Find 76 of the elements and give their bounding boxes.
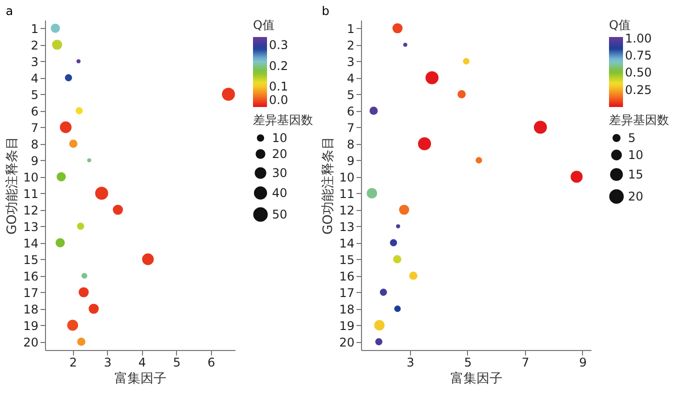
legend-label: 20: [272, 147, 288, 161]
x-tick-label: 3: [406, 356, 414, 370]
chart-title: b: [322, 4, 330, 18]
y-axis-title: GO功能注释条目: [5, 136, 20, 235]
y-tick-label: 8: [346, 137, 354, 152]
y-tick-label: 9: [346, 154, 354, 168]
color-bar-title: Q值: [253, 18, 274, 32]
y-tick-label: 16: [339, 269, 354, 284]
color-bar-label: 0.75: [625, 48, 652, 63]
legend-title: 差异基因数: [609, 113, 669, 127]
chart-title: a: [6, 4, 14, 18]
x-tick-label: 6: [208, 356, 216, 370]
color-bar-label: 0.50: [625, 66, 652, 80]
y-tick-label: 6: [346, 104, 354, 118]
color-bar-label: 0.1: [269, 79, 288, 94]
y-tick-label: 8: [30, 137, 38, 152]
y-tick-label: 12: [339, 203, 354, 218]
legend-label: 5: [628, 131, 636, 145]
x-tick-label: 4: [138, 356, 146, 370]
y-tick-label: 6: [30, 104, 38, 118]
x-tick-label: 3: [104, 356, 112, 370]
x-tick-label: 5: [172, 356, 181, 370]
color-bar-label: 0.25: [625, 82, 652, 97]
y-tick-label: 20: [339, 335, 354, 350]
x-tick-label: 7: [522, 356, 530, 370]
y-tick-label: 9: [30, 154, 38, 168]
y-tick-label: 16: [23, 269, 38, 284]
y-tick-label: 10: [23, 170, 38, 184]
legend-title: 差异基因数: [253, 113, 313, 127]
y-tick-label: 1: [346, 22, 354, 36]
y-tick-label: 3: [346, 54, 354, 69]
y-tick-label: 14: [339, 236, 354, 250]
legend-label: 10: [628, 148, 644, 162]
y-tick-label: 13: [339, 220, 354, 234]
x-tick-label: 5: [464, 356, 472, 370]
y-tick-label: 13: [23, 220, 38, 234]
x-tick-label: 2: [69, 356, 77, 370]
y-tick-label: 5: [346, 88, 354, 102]
x-tick-label: 9: [579, 356, 587, 370]
color-bar-label: 0.0: [269, 93, 288, 107]
y-tick-label: 14: [23, 236, 38, 250]
y-tick-label: 11: [339, 186, 354, 201]
y-tick-label: 19: [23, 318, 38, 333]
y-tick-label: 7: [346, 120, 354, 135]
y-axis-title: GO功能注释条目: [321, 136, 336, 235]
legend-label: 50: [272, 208, 288, 222]
y-tick-label: 1: [30, 22, 38, 36]
x-axis-title: 富集因子: [450, 370, 502, 386]
y-tick-label: 18: [23, 302, 38, 316]
legend-label: 15: [628, 168, 644, 182]
color-bar-label: 1.00: [625, 31, 652, 46]
color-bar-label: 0.3: [269, 38, 288, 52]
y-tick-label: 15: [339, 252, 354, 267]
y-tick-label: 2: [346, 38, 354, 52]
y-tick-label: 20: [23, 335, 38, 350]
y-tick-label: 11: [23, 186, 38, 201]
y-tick-label: 19: [339, 318, 354, 333]
legend-label: 40: [272, 186, 288, 200]
y-tick-label: 7: [30, 120, 38, 135]
y-tick-label: 2: [30, 38, 38, 52]
y-tick-label: 15: [23, 252, 38, 267]
color-bar-label: 0.2: [269, 58, 288, 73]
y-tick-label: 10: [339, 170, 354, 184]
x-axis-title: 富集因子: [114, 370, 166, 386]
legend-label: 30: [272, 166, 288, 180]
y-tick-label: 5: [30, 88, 38, 102]
y-tick-label: 4: [30, 71, 38, 86]
y-tick-label: 17: [23, 286, 38, 300]
y-tick-label: 4: [346, 71, 354, 86]
y-tick-label: 12: [23, 203, 38, 218]
y-tick-label: 18: [339, 302, 354, 316]
legend-label: 20: [628, 190, 644, 204]
y-tick-label: 3: [30, 54, 38, 69]
legend-label: 10: [272, 131, 288, 145]
color-bar-title: Q值: [609, 18, 630, 32]
y-tick-label: 17: [339, 286, 354, 300]
